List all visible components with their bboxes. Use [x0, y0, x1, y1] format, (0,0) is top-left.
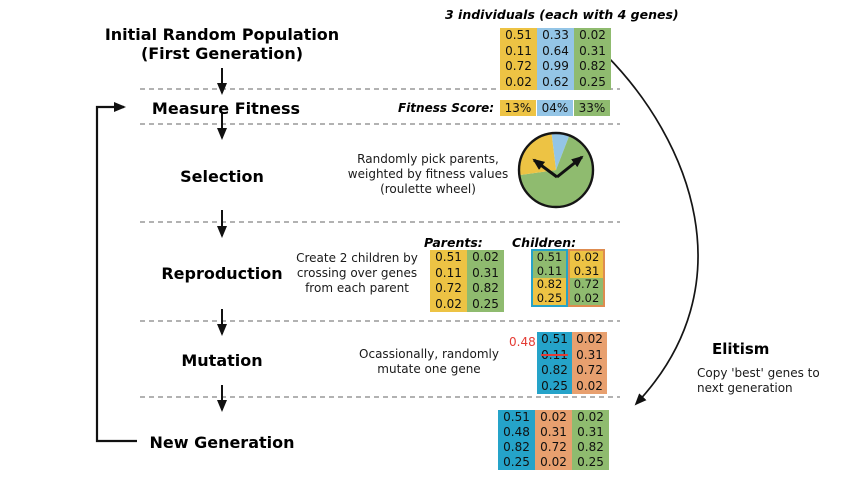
- stage-selection: Selection: [180, 167, 264, 186]
- selection-note: Randomly pick parents, weighted by fitne…: [348, 152, 508, 197]
- pie-slice-blue: [551, 133, 570, 170]
- stage-reproduction: Reproduction: [161, 264, 283, 283]
- fitness-value: 04%: [537, 100, 573, 116]
- selection-note-line: (roulette wheel): [380, 182, 476, 196]
- parents-table: 0.51 0.02 0.11 0.31 0.72 0.82 0.02 0.25: [430, 250, 504, 312]
- reproduction-note-line: from each parent: [305, 281, 409, 295]
- stage-initial-population-line2: (First Generation): [140, 44, 304, 63]
- gene-cell: 0.48: [498, 425, 535, 440]
- reproduction-note: Create 2 children by crossing over genes…: [296, 251, 418, 296]
- header-note: 3 individuals (each with 4 genes): [445, 7, 679, 22]
- spinner-arrow-right-icon: [556, 155, 584, 179]
- elitism-note-line: next generation: [697, 381, 793, 395]
- mutation-table: 0.51 0.02 0.11 0.31 0.82 0.72 0.25 0.02: [537, 332, 607, 394]
- stage-new-generation: New Generation: [149, 433, 295, 452]
- gene-cell: 0.51: [498, 410, 535, 425]
- children-label: Children:: [512, 235, 577, 250]
- selection-note-line: weighted by fitness values: [347, 167, 509, 181]
- pie-outline: [517, 131, 595, 209]
- fitness-score-label: Fitness Score:: [398, 101, 495, 115]
- gene-cell: 0.31: [467, 265, 504, 281]
- gene-cell: 0.25: [574, 74, 611, 90]
- gene-cell: 0.72: [535, 440, 572, 455]
- elitism-note-line: Copy 'best' genes to: [697, 366, 820, 380]
- gene-cell: 0.02: [535, 410, 572, 425]
- gene-cell: 0.25: [537, 378, 572, 394]
- reproduction-note-line: Create 2 children by: [296, 251, 418, 265]
- roulette-wheel: [517, 131, 595, 209]
- gene-cell: 0.02: [535, 455, 572, 470]
- gene-cell: 0.99: [537, 59, 574, 75]
- population-table: 0.51 0.33 0.02 0.11 0.64 0.31 0.72 0.99 …: [500, 28, 611, 90]
- gene-cell: 0.82: [574, 59, 611, 75]
- elitism-title: Elitism: [712, 340, 770, 358]
- gene-cell: 0.02: [500, 74, 537, 90]
- elitism-arrow-icon: [605, 54, 699, 406]
- new-generation-table: 0.51 0.02 0.02 0.48 0.31 0.31 0.82 0.72 …: [498, 410, 609, 470]
- gene-cell: 0.02: [430, 296, 467, 312]
- pie-slice-green: [519, 135, 594, 208]
- gene-cell: 0.72: [570, 277, 603, 292]
- gene-cell: 0.31: [570, 264, 603, 278]
- fitness-score-row: 13% 04% 33%: [500, 100, 610, 116]
- gene-cell: 0.11: [500, 43, 537, 59]
- elitism-note: Copy 'best' genes to next generation: [697, 366, 820, 396]
- gene-cell: 0.51: [533, 250, 566, 265]
- fitness-value: 33%: [574, 100, 610, 116]
- gene-cell: 0.02: [572, 332, 607, 348]
- stage-measure-fitness: Measure Fitness: [151, 99, 301, 118]
- gene-cell: 0.31: [572, 347, 607, 363]
- gene-cell: 0.02: [570, 250, 603, 265]
- gene-cell: 0.11: [533, 264, 566, 278]
- gene-cell: 0.25: [467, 296, 504, 312]
- gene-cell: 0.51: [430, 250, 467, 266]
- spinner-arrow-left-icon: [532, 158, 558, 179]
- gene-cell: 0.25: [572, 455, 609, 470]
- gene-cell: 0.82: [537, 363, 572, 379]
- mutation-note-line: Ocassionally, randomly: [359, 347, 499, 361]
- gene-cell: 0.31: [535, 425, 572, 440]
- gene-cell: 0.82: [533, 277, 566, 292]
- stage-mutation: Mutation: [181, 351, 263, 370]
- gene-cell: 0.72: [572, 363, 607, 379]
- parents-label: Parents:: [424, 235, 483, 250]
- feedback-loop-arrow-icon: [95, 102, 137, 443]
- gene-cell: 0.25: [498, 455, 535, 470]
- reproduction-note-line: crossing over genes: [296, 266, 418, 280]
- gene-cell: 0.25: [533, 291, 566, 305]
- gene-cell: 0.64: [537, 43, 574, 59]
- gene-cell: 0.11: [430, 265, 467, 281]
- fitness-value: 13%: [500, 100, 536, 116]
- gene-cell: 0.82: [498, 440, 535, 455]
- gene-cell: 0.02: [467, 250, 504, 266]
- stage-initial-population-line1: Initial Random Population: [104, 25, 340, 44]
- gene-cell: 0.51: [500, 28, 537, 44]
- gene-cell: 0.82: [572, 440, 609, 455]
- mutation-note-line: mutate one gene: [377, 362, 481, 376]
- stage-initial-population: Initial Random Population (First Generat…: [105, 25, 339, 63]
- gene-cell: 0.02: [570, 291, 603, 305]
- mutation-note: Ocassionally, randomly mutate one gene: [359, 347, 499, 377]
- children-table-child2-column: 0.02 0.31 0.72 0.02: [568, 249, 605, 307]
- gene-cell: 0.51: [537, 332, 572, 348]
- pie-slice-gold: [519, 133, 556, 176]
- gene-cell: 0.31: [572, 425, 609, 440]
- gene-cell: 0.62: [537, 74, 574, 90]
- gene-cell-struck: 0.11: [537, 347, 572, 363]
- gene-cell: 0.02: [572, 378, 607, 394]
- selection-note-line: Randomly pick parents,: [357, 152, 499, 166]
- mutated-gene-value: 0.48: [509, 335, 536, 349]
- gene-cell: 0.02: [572, 410, 609, 425]
- gene-cell: 0.31: [574, 43, 611, 59]
- children-table-child1-column: 0.51 0.11 0.82 0.25: [531, 249, 568, 307]
- gene-cell: 0.72: [500, 59, 537, 75]
- gene-cell: 0.02: [574, 28, 611, 44]
- gene-cell: 0.82: [467, 281, 504, 297]
- gene-cell: 0.33: [537, 28, 574, 44]
- gene-cell: 0.72: [430, 281, 467, 297]
